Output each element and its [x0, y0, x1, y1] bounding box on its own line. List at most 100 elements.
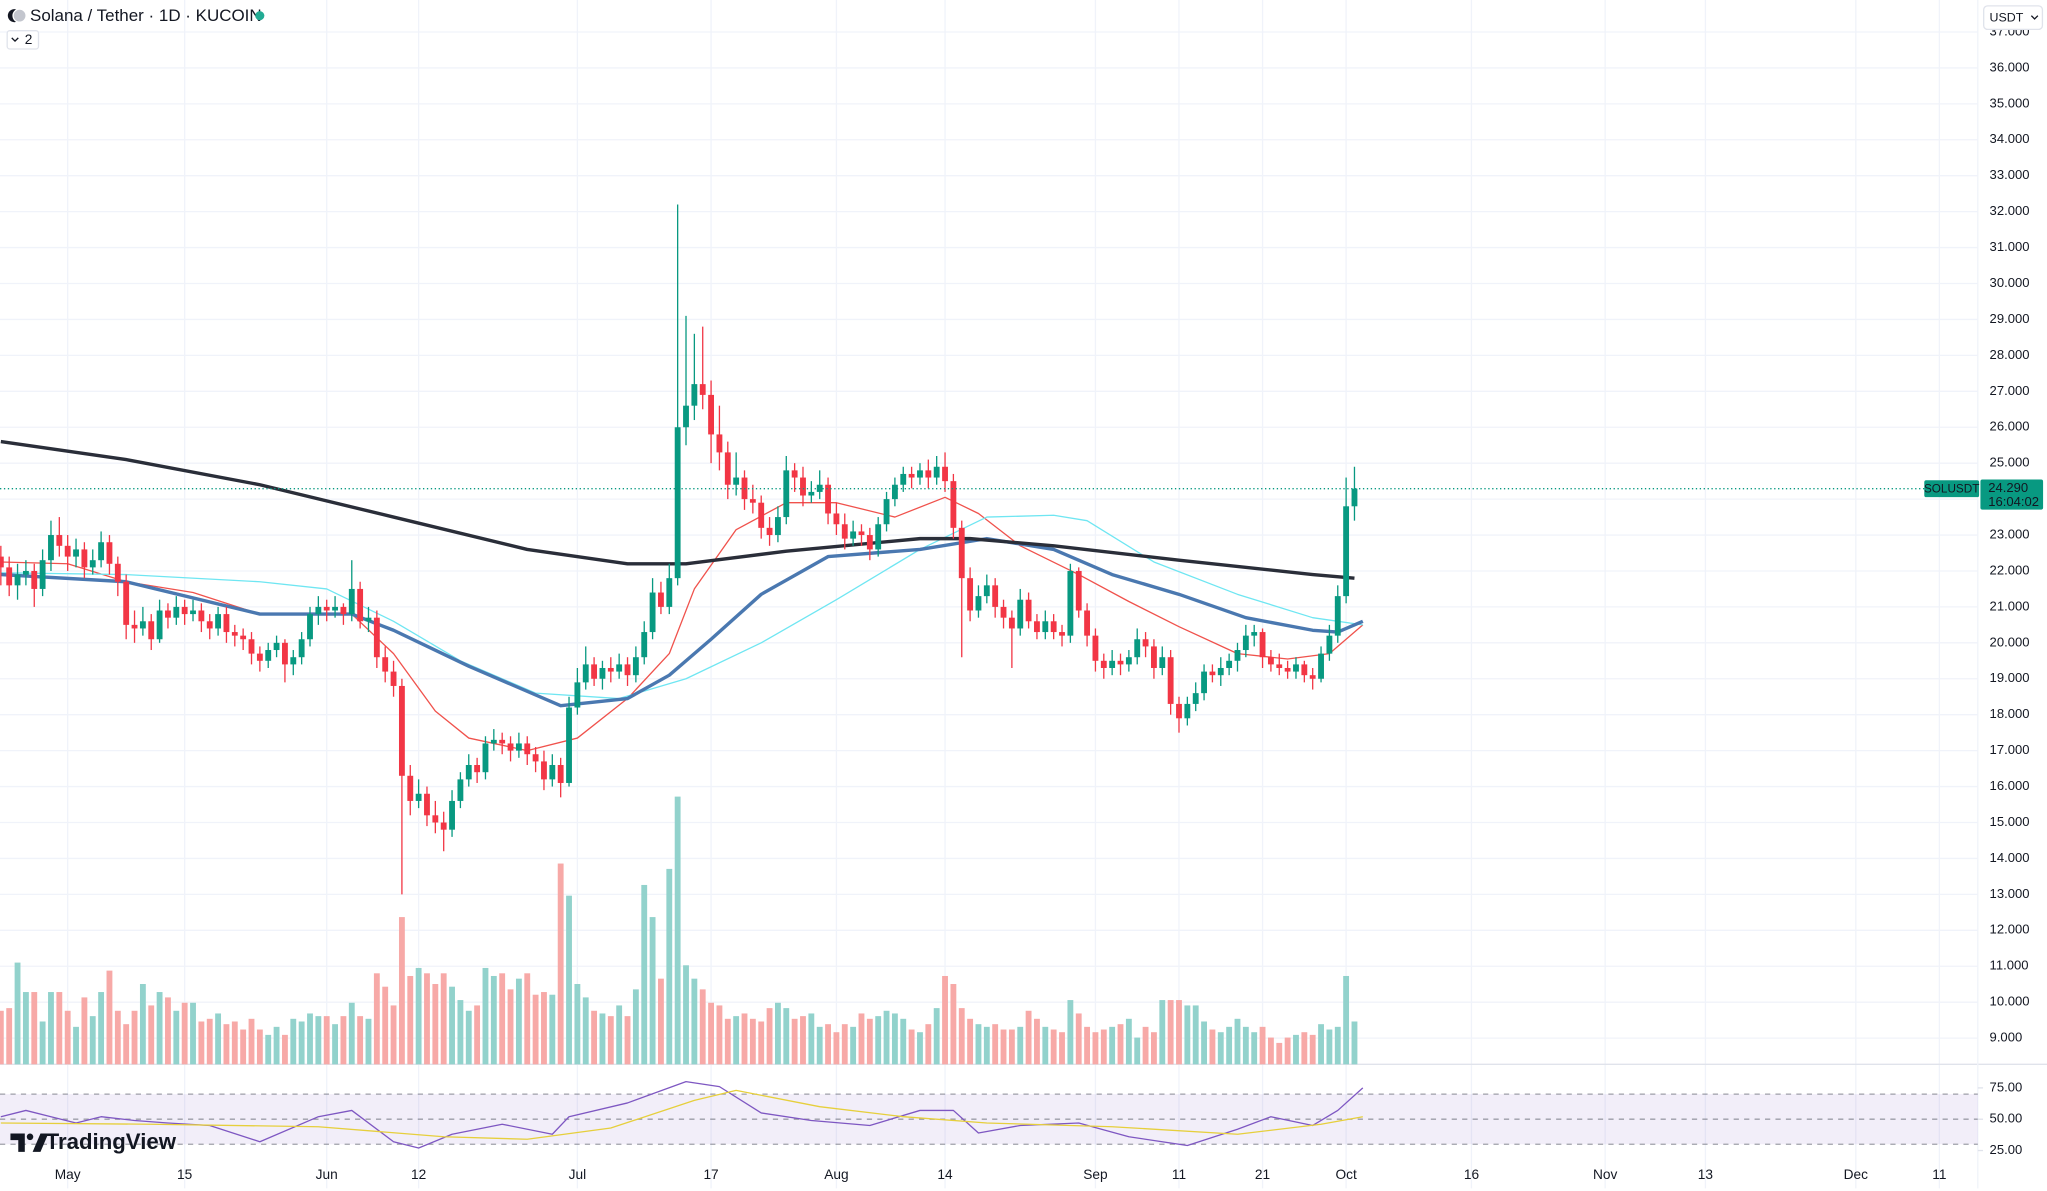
- candle-body: [265, 650, 272, 661]
- candle-body: [474, 765, 481, 773]
- candle-body: [582, 664, 589, 683]
- candle-body: [1142, 639, 1149, 647]
- candle-body: [674, 427, 681, 579]
- volume-bar: [1209, 1029, 1216, 1065]
- candle-body: [967, 578, 974, 611]
- y-tick-label: 33.000: [1990, 167, 2030, 182]
- y-tick-label: 21.000: [1990, 598, 2030, 613]
- candle-body: [114, 563, 121, 582]
- candle-body: [64, 545, 71, 557]
- volume-bar: [14, 962, 21, 1065]
- volume-bar: [549, 994, 556, 1065]
- candle-body: [1050, 621, 1057, 633]
- volume-bar: [382, 986, 389, 1065]
- currency-button[interactable]: [1983, 5, 2044, 31]
- volume-bar: [56, 992, 63, 1065]
- volume-bar: [666, 868, 673, 1065]
- candle-body: [382, 657, 389, 672]
- volume-bar: [1309, 1034, 1316, 1065]
- y-tick-label: 14.000: [1990, 850, 2030, 865]
- market-status[interactable]: [255, 11, 265, 21]
- x-tick-label: 21: [1255, 1167, 1270, 1182]
- y-tick-label: 11.000: [1990, 958, 2029, 973]
- volume-bar: [1184, 1005, 1191, 1065]
- volume-bar: [800, 1016, 806, 1065]
- volume-bar: [465, 1010, 472, 1065]
- y-tick-label: 9.000: [1990, 1030, 2023, 1045]
- candle-body: [800, 477, 806, 496]
- moving-average-line: [0, 439, 1355, 580]
- volume-bar: [624, 1016, 631, 1065]
- currency-label: USDT: [1990, 11, 2024, 25]
- volume-bar: [440, 973, 447, 1065]
- y-tick-label: 12.000: [1990, 922, 2030, 937]
- volume-bar: [908, 1029, 915, 1065]
- volume-bar: [708, 1002, 715, 1065]
- candle-body: [315, 606, 322, 615]
- candle-body: [549, 765, 556, 780]
- y-tick-label: 19.000: [1990, 670, 2030, 685]
- candle-body: [398, 685, 405, 776]
- volume-bar: [6, 1008, 13, 1065]
- volume-bar: [240, 1029, 247, 1065]
- volume-bar: [365, 1018, 372, 1065]
- volume-bar: [190, 1002, 196, 1065]
- volume-bar: [1259, 1026, 1266, 1065]
- volume-bar: [39, 1021, 46, 1065]
- chevron-icon: [11, 37, 19, 43]
- volume-bar: [774, 1002, 781, 1065]
- volume-bar: [273, 1026, 280, 1065]
- candle-body: [240, 635, 247, 640]
- volume-bar: [917, 1032, 923, 1065]
- volume-bar: [256, 1029, 263, 1065]
- volume-bar: [733, 1016, 740, 1065]
- volume-bar: [1109, 1026, 1116, 1065]
- volume-bar: [390, 1005, 397, 1065]
- candle-body: [891, 484, 898, 500]
- chart-title: Solana / Tether · 1D · KUCOIN: [30, 6, 262, 25]
- candle-body: [6, 567, 13, 586]
- volume-bar: [1134, 1037, 1141, 1065]
- volume-bar: [1293, 1034, 1299, 1065]
- candle-body: [390, 671, 397, 686]
- volume-bar: [1242, 1026, 1249, 1065]
- volume-bar: [891, 1013, 898, 1065]
- volume-bar: [699, 989, 706, 1065]
- candle-body: [323, 606, 330, 611]
- candle-body: [1042, 621, 1049, 633]
- volume-bar: [357, 1016, 364, 1065]
- candle-body: [48, 535, 54, 561]
- volume-bar: [499, 973, 506, 1065]
- candle-body: [1159, 657, 1166, 668]
- candle-body: [14, 574, 21, 586]
- volume-bar: [248, 1018, 255, 1065]
- volume-bar: [457, 1000, 464, 1065]
- brand-logo: TradingView: [10, 1129, 177, 1154]
- candle-body: [866, 535, 873, 550]
- rsi-tick-label: 50.00: [1990, 1111, 2023, 1126]
- candle-body: [248, 639, 255, 654]
- x-tick-label: 15: [177, 1167, 193, 1182]
- candle-body: [774, 517, 781, 536]
- candle-body: [950, 481, 957, 528]
- rsi-tick-label: 75.00: [1990, 1079, 2023, 1094]
- candle-body: [783, 470, 790, 518]
- candle-body: [181, 606, 188, 615]
- y-tick-label: 10.000: [1990, 994, 2030, 1009]
- volume-bar: [808, 1013, 815, 1065]
- volume-bar: [900, 1018, 907, 1065]
- chevron-icon: [2030, 15, 2039, 20]
- candle-body: [1226, 660, 1233, 668]
- volume-bar: [599, 1013, 606, 1065]
- candle-body: [758, 502, 765, 528]
- candle-body: [457, 779, 464, 801]
- candle-body: [833, 513, 840, 525]
- candle-body: [599, 667, 606, 679]
- rsi-tick-label: 25.00: [1990, 1142, 2023, 1157]
- candle-body: [73, 549, 79, 557]
- x-tick-label: 16: [1464, 1167, 1480, 1182]
- indicator-toggle[interactable]: [6, 30, 40, 50]
- y-tick-label: 22.000: [1990, 562, 2030, 577]
- candle-body: [1242, 635, 1249, 651]
- candle-body: [1209, 671, 1216, 676]
